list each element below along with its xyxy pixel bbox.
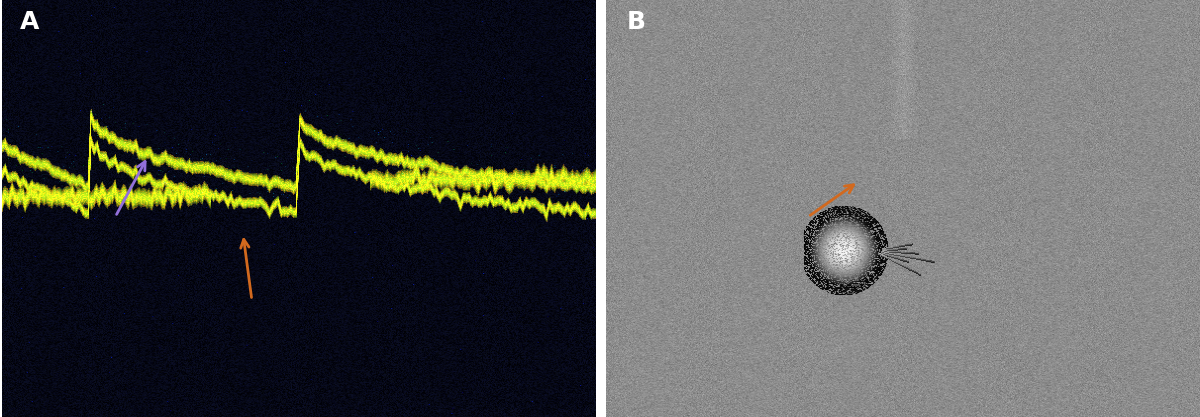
Text: B: B <box>626 10 646 34</box>
Text: A: A <box>20 10 40 34</box>
